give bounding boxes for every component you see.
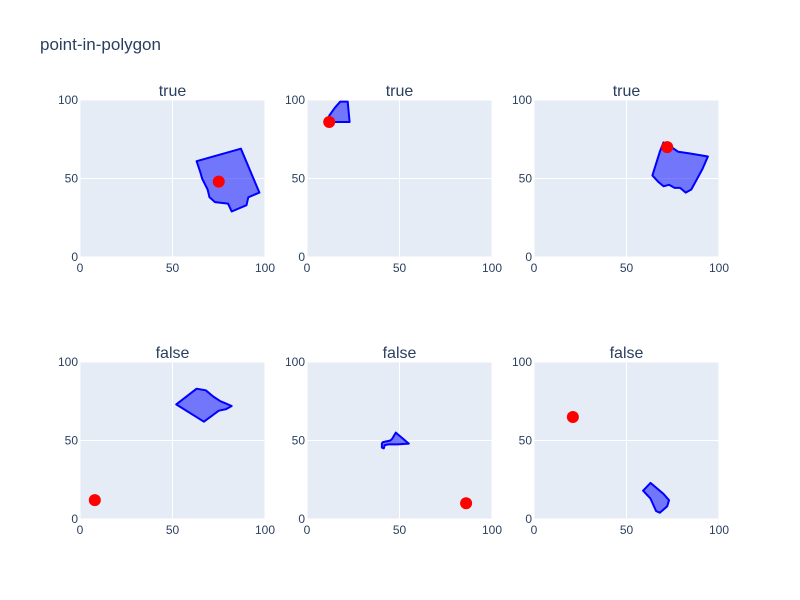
subplot-title: false [610, 345, 644, 362]
y-tick-label: 100 [58, 93, 78, 107]
x-tick-label: 0 [531, 523, 538, 537]
polygon-shape [175, 387, 233, 423]
x-tick-label: 50 [393, 261, 407, 275]
polygon-shape [195, 147, 261, 213]
y-tick-label: 100 [512, 93, 532, 107]
y-tick-label: 0 [298, 512, 305, 526]
subplot-4: false 0 50 100 0 50 100 [58, 345, 275, 537]
subplot-title: true [613, 83, 641, 100]
x-tick-label: 50 [620, 523, 634, 537]
figure-title: point-in-polygon [40, 35, 161, 54]
subplot-title: true [386, 83, 414, 100]
subplot-5: false 0 50 100 0 50 100 [285, 345, 502, 537]
x-tick-label: 0 [304, 261, 311, 275]
y-tick-label: 50 [519, 434, 533, 448]
x-tick-label: 100 [482, 523, 502, 537]
x-tick-label: 100 [255, 261, 275, 275]
x-tick-label: 100 [709, 523, 729, 537]
y-tick-label: 0 [298, 250, 305, 264]
polygon-shape [328, 100, 351, 123]
subplot-title: false [383, 345, 417, 362]
x-tick-label: 100 [255, 523, 275, 537]
test-point [323, 115, 336, 128]
x-tick-label: 0 [77, 523, 84, 537]
y-tick-label: 100 [285, 355, 305, 369]
y-tick-label: 50 [65, 434, 79, 448]
y-tick-label: 50 [292, 172, 306, 186]
x-tick-label: 100 [709, 261, 729, 275]
x-tick-label: 50 [166, 523, 180, 537]
subplot-grid: true 0 50 100 0 50 100 true 0 50 100 0 50 100 true 0 50 1… [58, 83, 729, 537]
subplot-3: true 0 50 100 0 50 100 [512, 83, 729, 275]
x-tick-label: 100 [482, 261, 502, 275]
y-tick-label: 50 [65, 172, 79, 186]
subplot-title: true [159, 83, 187, 100]
y-tick-label: 100 [285, 93, 305, 107]
subplot-6: false 0 50 100 0 50 100 [512, 345, 729, 537]
test-point [88, 494, 101, 507]
y-tick-label: 50 [292, 434, 306, 448]
test-point [460, 497, 473, 510]
test-point [566, 410, 579, 423]
y-tick-label: 0 [525, 250, 532, 264]
y-tick-label: 0 [71, 512, 78, 526]
subplot-title: false [156, 345, 190, 362]
polygon-shape [380, 431, 410, 450]
x-tick-label: 0 [304, 523, 311, 537]
x-tick-label: 50 [166, 261, 180, 275]
x-tick-label: 0 [531, 261, 538, 275]
subplot-1: true 0 50 100 0 50 100 [58, 83, 275, 275]
y-tick-label: 0 [71, 250, 78, 264]
y-tick-label: 0 [525, 512, 532, 526]
test-point [212, 175, 225, 188]
y-tick-label: 50 [519, 172, 533, 186]
x-tick-label: 50 [620, 261, 634, 275]
polygon-shape [642, 481, 670, 514]
x-tick-label: 0 [77, 261, 84, 275]
test-point [661, 141, 674, 154]
y-tick-label: 100 [512, 355, 532, 369]
x-tick-label: 50 [393, 523, 407, 537]
subplot-2: true 0 50 100 0 50 100 [285, 83, 502, 275]
y-tick-label: 100 [58, 355, 78, 369]
polygon-shape [651, 141, 709, 194]
